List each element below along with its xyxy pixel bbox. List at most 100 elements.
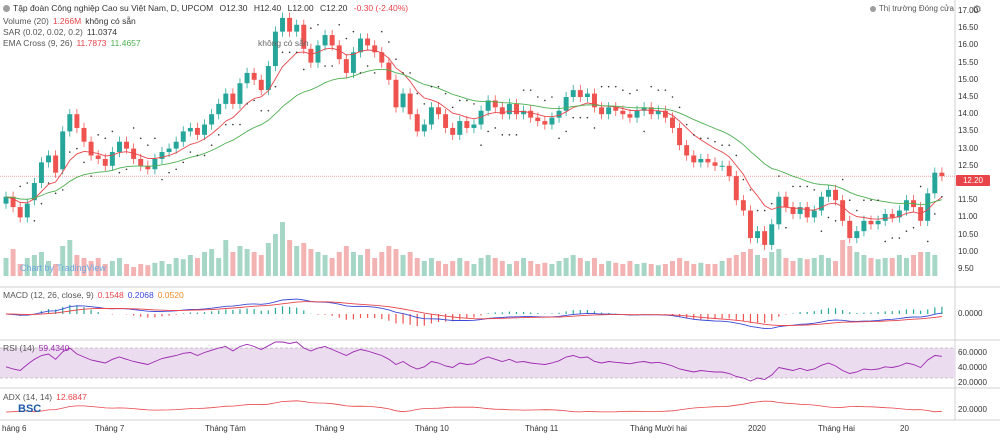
volume-bar [138, 264, 144, 276]
candle-body [889, 213, 895, 218]
volume-bar [428, 258, 434, 276]
volume-bar [875, 259, 881, 276]
sar-dot [161, 178, 163, 181]
volume-bar [407, 252, 413, 276]
candle-body [216, 103, 222, 115]
rsi-tick: 40.0000 [958, 363, 987, 372]
candle-body [258, 79, 264, 91]
volume-bar [3, 258, 9, 276]
candle-body [712, 162, 718, 166]
sar-legend[interactable]: SAR (0.02, 0.02, 0.2) 11.0374 [3, 27, 117, 37]
sar-dot [799, 185, 801, 188]
tradingview-watermark[interactable]: Chart by TradingView [20, 263, 106, 273]
volume-bar [563, 258, 569, 276]
sar-dot [877, 199, 879, 201]
volume-bar [81, 258, 87, 276]
volume-bar [308, 249, 314, 276]
sar-dot [501, 134, 504, 136]
price-tick: 12.50 [958, 160, 979, 170]
candle-body [67, 114, 73, 132]
sar-dot [444, 92, 447, 95]
candle-body [542, 121, 548, 125]
price-tick: 16.50 [958, 23, 979, 33]
time-tick: Tháng Tám [205, 424, 246, 433]
volume-bar [194, 258, 200, 276]
volume-bar [237, 246, 243, 276]
price-tick: 14.50 [958, 92, 979, 101]
volume-bar [336, 252, 342, 276]
sar-dot [90, 175, 92, 177]
sar-dot [267, 109, 270, 112]
candle-body [698, 158, 704, 163]
sar-dot [919, 185, 922, 188]
candle-body [655, 110, 661, 115]
sar-dot [331, 65, 333, 67]
gear-icon[interactable]: ⚙ [972, 4, 982, 16]
candle-body [811, 210, 817, 218]
volume-bar [53, 264, 59, 276]
sar-dot [508, 134, 511, 136]
macd-legend[interactable]: MACD (12, 26, close, 9) 0.1548 0.2068 0.052… [3, 290, 184, 300]
candle-body [308, 48, 314, 63]
sar-dot [905, 230, 908, 232]
sar-dot [856, 209, 858, 212]
sar-dot [260, 109, 263, 112]
sar-dot [310, 27, 312, 30]
high-value: H12.40 [253, 3, 282, 13]
candle-body [358, 38, 363, 53]
volume-bar [719, 261, 725, 276]
volume-bar [499, 261, 505, 276]
sar-dot [281, 51, 284, 54]
sar-dot [515, 134, 518, 136]
time-tick: Tháng 10 [415, 424, 449, 433]
sar-dot [366, 65, 369, 67]
volume-bar [535, 264, 541, 276]
volume-bar [840, 240, 846, 276]
candle-body [60, 131, 66, 170]
volume-bar [358, 255, 363, 276]
macd-line [5, 298, 942, 330]
candle-body [272, 31, 278, 67]
rsi-legend[interactable]: RSI (14) 59.4340 [3, 343, 70, 353]
sar-dot [579, 116, 582, 119]
sar-dot [707, 137, 709, 140]
candle-body [641, 107, 647, 111]
candle-body [769, 224, 775, 245]
sar-dot [210, 144, 213, 146]
price-tick: 11.00 [958, 212, 978, 222]
open-value: O12.30 [219, 3, 248, 13]
candle-body [166, 148, 172, 153]
candle-body [471, 124, 477, 128]
sar-dot [430, 85, 433, 88]
volume-bar [95, 258, 101, 276]
candle-body [81, 127, 87, 142]
volume-bar [592, 258, 597, 276]
sar-dot [359, 72, 362, 74]
candle-body [705, 158, 711, 163]
sar-dot [593, 127, 596, 129]
price-tick: 13.00 [958, 143, 979, 153]
sar-dot [40, 202, 43, 205]
volume-bar [478, 258, 484, 276]
volume-bar [216, 258, 222, 276]
volume-bar [833, 261, 839, 276]
sar-dot [565, 130, 567, 133]
candle-body [535, 117, 541, 122]
volume-bar [776, 249, 782, 276]
volume-bar [386, 246, 392, 276]
volume-legend[interactable]: Volume (20) 1.266M không có sẵn [3, 16, 136, 26]
candle-body [173, 141, 179, 149]
candle-body [925, 193, 931, 221]
time-tick: 20 [900, 424, 909, 433]
adx-legend[interactable]: ADX (14, 14) 12.6847 [3, 392, 87, 402]
candle-body [159, 152, 165, 159]
ema-legend[interactable]: EMA Cross (9, 26) 11.7873 11.4657 [3, 38, 141, 48]
sar-dot [338, 23, 341, 26]
volume-bar [521, 258, 527, 276]
sar-dot [600, 85, 603, 88]
sar-dot [551, 96, 553, 98]
candle-body [833, 189, 839, 201]
candle-body [882, 213, 888, 221]
sar-dot [841, 178, 844, 181]
volume-bar [570, 255, 576, 276]
